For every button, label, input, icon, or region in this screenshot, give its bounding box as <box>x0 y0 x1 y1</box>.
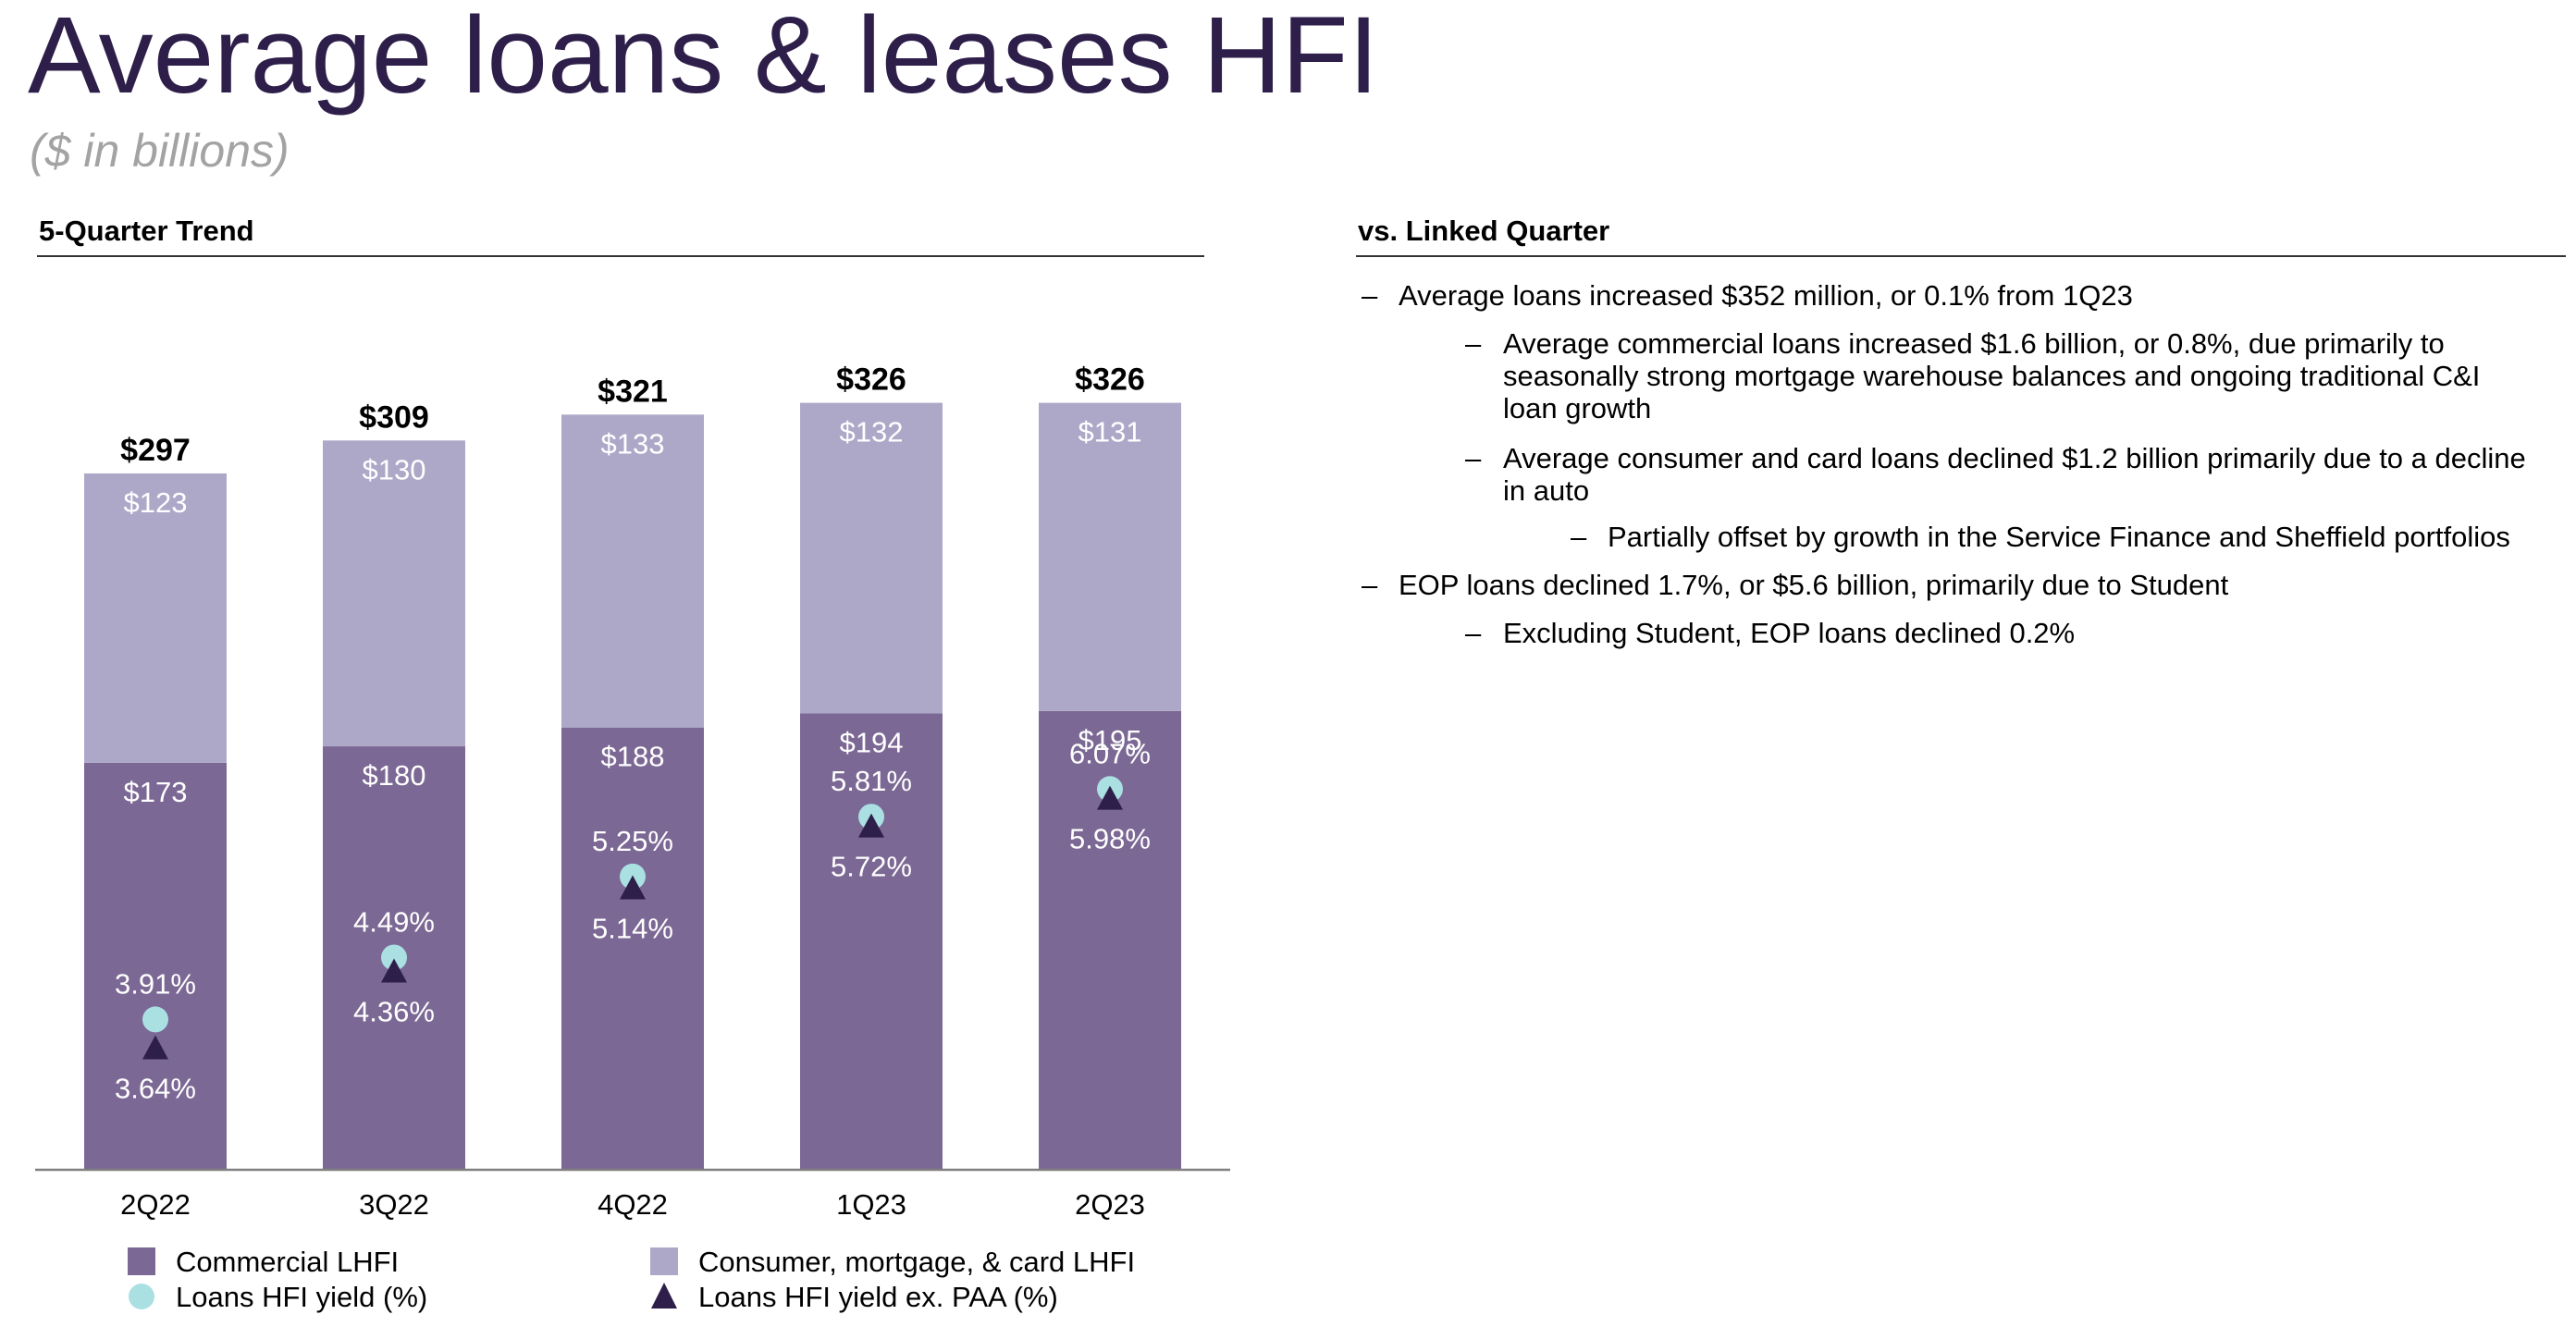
yield-ex-paa-label-2Q23: 5.98% <box>1069 823 1151 855</box>
bar-consumer-2Q22 <box>84 473 227 763</box>
trend-heading-rule <box>37 255 1204 257</box>
yield-ex-paa-label-2Q22: 3.64% <box>115 1073 196 1105</box>
bullet-dash: – <box>1362 279 1378 312</box>
bullet-text: Average commercial loans increased $1.6 … <box>1503 327 2445 360</box>
x-tick-label-2Q23: 2Q23 <box>1075 1188 1145 1221</box>
bar-label-commercial-3Q22: $180 <box>363 759 426 792</box>
bar-label-commercial-2Q23: $195 <box>1078 724 1142 756</box>
yield-marker-3Q22 <box>381 944 407 971</box>
yield-ex-paa-marker-2Q23 <box>1097 785 1123 810</box>
x-tick-label-1Q23: 1Q23 <box>836 1188 906 1221</box>
trend-heading: 5-Quarter Trend <box>39 215 254 247</box>
bullet-text: Average consumer and card loans declined… <box>1503 442 2526 474</box>
bar-consumer-2Q23 <box>1039 402 1181 711</box>
bar-label-consumer-4Q22: $133 <box>601 427 665 460</box>
yield-label-2Q23: 6.07% <box>1069 737 1151 769</box>
bar-total-label-1Q23: $326 <box>836 362 906 398</box>
bullet-dash: – <box>1362 569 1378 601</box>
yield-label-1Q23: 5.81% <box>831 765 912 797</box>
bar-label-consumer-3Q22: $130 <box>363 453 426 485</box>
yield-ex-paa-label-4Q22: 5.14% <box>592 913 673 945</box>
legend-yield-swatch <box>129 1284 154 1309</box>
linked-quarter-heading-rule <box>1356 255 2566 257</box>
bar-commercial-4Q22 <box>561 727 704 1170</box>
bullet-text: loan growth <box>1503 392 1652 424</box>
bar-total-label-4Q22: $321 <box>598 374 668 409</box>
yield-label-2Q22: 3.91% <box>115 967 196 1000</box>
bar-label-commercial-4Q22: $188 <box>601 741 665 773</box>
linked-quarter-heading: vs. Linked Quarter <box>1358 215 1610 247</box>
yield-ex-paa-marker-1Q23 <box>858 813 884 838</box>
x-tick-label-4Q22: 4Q22 <box>598 1188 668 1221</box>
bar-total-label-3Q22: $309 <box>359 399 429 435</box>
bar-label-consumer-1Q23: $132 <box>840 416 904 448</box>
legend-consumer-swatch <box>650 1247 678 1275</box>
legend-commercial-label: Commercial LHFI <box>176 1246 399 1278</box>
bullet-dash: – <box>1571 521 1587 553</box>
page-title: Average loans & leases HFI <box>28 0 1379 117</box>
bar-label-commercial-2Q22: $173 <box>124 776 188 808</box>
bullet-dash: – <box>1465 327 1482 360</box>
bullet-text: seasonally strong mortgage warehouse bal… <box>1503 360 2481 392</box>
bar-label-consumer-2Q23: $131 <box>1078 416 1142 448</box>
bullet-dash: – <box>1465 442 1482 474</box>
bar-total-label-2Q22: $297 <box>120 433 191 468</box>
yield-label-3Q22: 4.49% <box>353 905 435 938</box>
bullet-text: Excluding Student, EOP loans declined 0.… <box>1503 617 2076 649</box>
bar-consumer-4Q22 <box>561 414 704 728</box>
bar-consumer-3Q22 <box>323 440 465 747</box>
page-subtitle: ($ in billions) <box>30 125 290 177</box>
x-tick-label-2Q22: 2Q22 <box>120 1188 191 1221</box>
legend-commercial-swatch <box>128 1247 155 1275</box>
bar-total-label-2Q23: $326 <box>1075 362 1145 398</box>
legend-consumer-label: Consumer, mortgage, & card LHFI <box>698 1246 1135 1278</box>
bar-consumer-1Q23 <box>800 402 943 714</box>
x-tick-label-3Q22: 3Q22 <box>359 1188 429 1221</box>
legend-yield-ex-paa-label: Loans HFI yield ex. PAA (%) <box>698 1281 1058 1313</box>
yield-ex-paa-marker-3Q22 <box>381 958 407 983</box>
yield-ex-paa-label-3Q22: 4.36% <box>353 995 435 1027</box>
bar-commercial-1Q23 <box>800 713 943 1170</box>
bullet-text: EOP loans declined 1.7%, or $5.6 billion… <box>1399 569 2229 601</box>
yield-label-4Q22: 5.25% <box>592 825 673 857</box>
legend-yield-ex-paa-swatch <box>651 1283 677 1309</box>
bullet-text: Average loans increased $352 million, or… <box>1399 279 2133 312</box>
bullet-dash: – <box>1465 617 1482 649</box>
yield-ex-paa-marker-4Q22 <box>620 875 646 900</box>
bar-label-commercial-1Q23: $194 <box>840 726 904 758</box>
yield-marker-2Q22 <box>142 1006 168 1033</box>
bullet-text: Partially offset by growth in the Servic… <box>1608 521 2510 553</box>
bar-label-consumer-2Q22: $123 <box>124 486 188 519</box>
yield-ex-paa-label-1Q23: 5.72% <box>831 851 912 883</box>
yield-ex-paa-marker-2Q22 <box>142 1035 168 1060</box>
bullet-text: in auto <box>1503 474 1590 507</box>
bar-commercial-2Q22 <box>84 762 227 1170</box>
legend-yield-label: Loans HFI yield (%) <box>176 1281 427 1313</box>
